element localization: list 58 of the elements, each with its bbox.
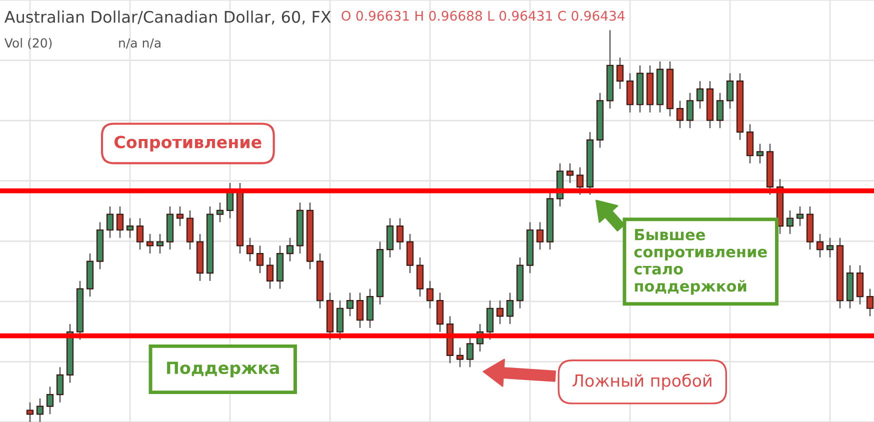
candlestick [466,335,474,368]
candlestick [56,366,64,404]
candlestick [246,237,254,262]
candlestick [386,218,394,258]
candlestick [26,402,34,422]
candlestick [566,162,574,184]
candlestick [716,92,724,129]
candlestick [346,292,354,317]
candlestick [106,206,114,239]
candlestick [496,300,504,325]
candlestick [786,210,794,235]
text: O 0.96631 H 0.96688 L 0.96431 C 0.96434 [342,10,625,21]
candlestick [266,256,274,290]
candlestick [676,100,684,129]
candlestick [126,218,134,239]
candlestick [216,202,224,223]
annotation: Бывшее сопротивление стало поддержкой [634,229,767,295]
candlestick [746,124,754,164]
candlestick [826,237,834,258]
candlestick [186,210,194,250]
annotation: Поддержка [167,362,279,378]
annotation: Сопротивление [114,136,262,152]
candlestick [866,288,874,317]
candlestick [456,346,464,368]
candlestick [176,206,184,227]
candlestick [286,237,294,262]
annotation: Vol (20) [4,38,52,50]
candlestick [256,244,264,274]
candlestick [796,206,804,227]
candlestick [816,233,824,258]
candlestick [156,233,164,254]
annotation: n/a n/a [119,38,160,49]
candlestick [506,292,514,325]
candlestick [536,221,544,250]
candlestick [146,233,154,254]
candlestick [36,398,44,422]
candlestick [356,292,364,329]
candlestick [416,256,424,298]
candlestick [336,300,344,340]
candlestick [576,166,584,196]
candlestick [856,264,864,306]
candlestick [366,288,374,329]
candlestick [396,218,404,250]
candlestick [616,56,624,90]
chart-title: Australian Dollar/Canadian Dollar, 60, FX [4,10,331,25]
annotation: Ложный пробой [572,374,712,390]
candlestick [756,143,764,164]
candlestick [686,92,694,129]
candlestick [726,72,734,110]
candlestick [486,300,494,340]
candlestick [696,80,704,110]
candlestick [116,206,124,239]
candlestick [406,233,414,274]
candlestick [626,72,634,114]
candlestick [46,386,54,415]
candlestick [136,218,144,250]
candlestick [426,280,434,310]
candlestick [436,292,444,333]
